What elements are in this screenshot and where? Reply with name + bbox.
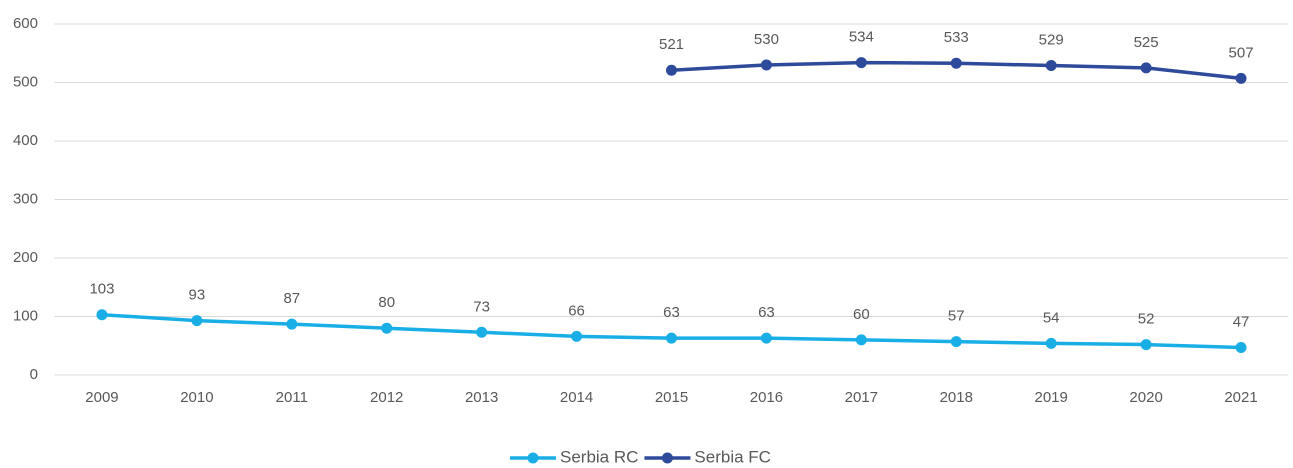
- data-label: 87: [283, 290, 300, 307]
- data-point: [1140, 339, 1152, 351]
- data-label: 103: [89, 281, 114, 298]
- data-point: [1235, 342, 1247, 354]
- y-tick-label: 500: [13, 73, 38, 90]
- data-label: 73: [473, 298, 490, 315]
- data-label: 93: [189, 287, 206, 304]
- legend-label: Serbia RC: [560, 447, 638, 466]
- y-tick-label: 0: [30, 366, 38, 383]
- data-point: [855, 57, 867, 69]
- legend-marker: [527, 452, 539, 464]
- data-label: 52: [1138, 311, 1155, 328]
- data-point: [476, 326, 488, 338]
- data-point: [191, 315, 203, 327]
- x-tick-label: 2017: [845, 389, 878, 406]
- x-tick-label: 2009: [85, 389, 118, 406]
- data-point: [286, 318, 298, 330]
- data-label: 66: [568, 302, 585, 319]
- data-label: 530: [754, 31, 779, 48]
- x-tick-label: 2020: [1129, 389, 1162, 406]
- data-point: [571, 330, 583, 342]
- data-point: [96, 309, 108, 321]
- legend-marker: [661, 452, 673, 464]
- y-tick-label: 400: [13, 132, 38, 149]
- x-tick-label: 2011: [276, 389, 308, 406]
- data-label: 63: [758, 304, 775, 321]
- data-point: [666, 64, 677, 76]
- data-point: [1140, 62, 1152, 74]
- legend-label: Serbia FC: [694, 447, 771, 466]
- x-tick-label: 2015: [655, 389, 688, 406]
- x-tick-label: 2018: [940, 389, 973, 406]
- data-label: 80: [378, 294, 395, 311]
- y-tick-label: 300: [13, 190, 38, 207]
- data-label: 60: [853, 306, 870, 323]
- x-tick-label: 2016: [750, 389, 783, 406]
- x-tick-label: 2010: [180, 389, 213, 406]
- data-point: [1235, 72, 1247, 84]
- x-tick-label: 2019: [1035, 389, 1068, 406]
- legend-item: Serbia RC: [510, 447, 638, 466]
- data-point: [760, 332, 772, 344]
- legend-item: Serbia FC: [644, 447, 771, 466]
- data-point: [855, 334, 867, 346]
- data-label: 521: [659, 36, 684, 53]
- data-point: [950, 57, 962, 69]
- data-label: 63: [663, 304, 680, 321]
- x-tick-label: 2021: [1224, 389, 1257, 406]
- data-label: 525: [1134, 34, 1159, 51]
- data-label: 533: [944, 29, 969, 46]
- data-point: [1045, 60, 1057, 72]
- y-tick-label: 100: [13, 307, 38, 324]
- data-label: 529: [1039, 32, 1064, 49]
- data-label: 47: [1233, 313, 1250, 330]
- x-tick-label: 2013: [465, 389, 498, 406]
- data-point: [666, 332, 677, 344]
- x-tick-label: 2014: [560, 389, 593, 406]
- data-label: 507: [1229, 44, 1254, 61]
- y-tick-label: 200: [13, 249, 38, 266]
- data-point: [381, 322, 393, 334]
- data-label: 54: [1043, 309, 1060, 326]
- data-point: [950, 336, 962, 348]
- x-tick-label: 2012: [370, 389, 403, 406]
- y-tick-label: 600: [13, 15, 38, 32]
- data-label: 57: [948, 308, 965, 325]
- data-label: 534: [849, 29, 874, 46]
- data-point: [760, 59, 772, 71]
- data-point: [1045, 337, 1057, 349]
